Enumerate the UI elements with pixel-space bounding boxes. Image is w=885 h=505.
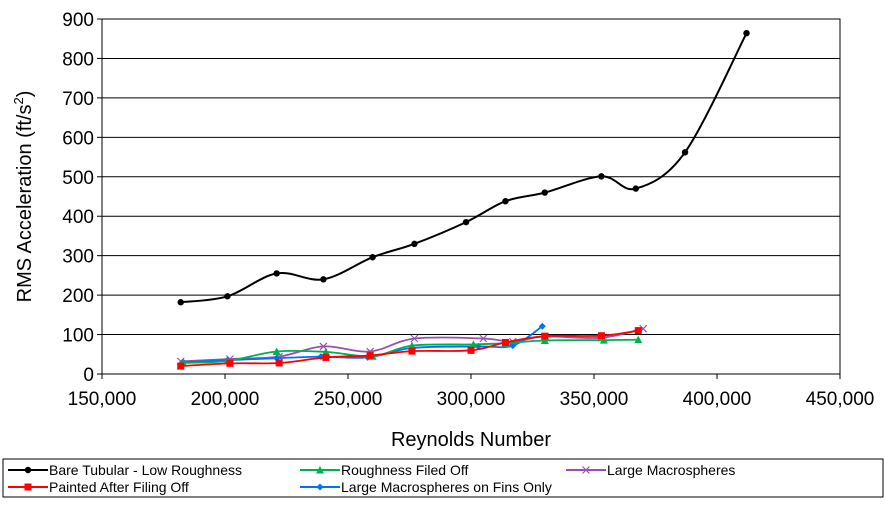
data-point — [599, 336, 608, 344]
data-point — [469, 340, 478, 348]
legend-label: Roughness Filed Off — [341, 462, 468, 478]
data-point — [321, 347, 330, 356]
data-point — [502, 198, 509, 205]
data-point — [541, 332, 549, 340]
data-point — [598, 173, 605, 180]
y-tick-label: 600 — [62, 128, 94, 149]
data-point — [410, 334, 419, 343]
data-point — [509, 342, 517, 350]
data-point — [320, 276, 327, 283]
legend-label: Large Macrospheres — [607, 462, 735, 478]
y-tick-label: 500 — [62, 168, 94, 189]
legend-swatch-marker — [582, 466, 590, 474]
y-tick-label: 900 — [62, 10, 94, 31]
data-point — [634, 335, 643, 344]
data-point — [540, 336, 549, 344]
gridlines — [102, 57, 840, 336]
legend-swatch-marker — [24, 483, 32, 491]
data-point — [177, 362, 185, 370]
data-point — [226, 359, 234, 367]
x-tick-label: 400,000 — [683, 389, 752, 410]
x-tick-label: 200,000 — [191, 389, 260, 410]
legend-item: Roughness Filed Off — [300, 462, 468, 478]
data-point — [407, 341, 416, 350]
plot-area-border — [101, 18, 841, 375]
data-point — [501, 338, 509, 346]
data-point — [467, 346, 475, 354]
x-tick-label: 350,000 — [560, 389, 629, 410]
data-point — [479, 334, 488, 343]
data-point — [273, 270, 280, 277]
data-point — [541, 189, 548, 196]
y-tick-label: 400 — [62, 207, 94, 228]
data-point — [275, 359, 283, 367]
data-point — [681, 149, 689, 156]
legend-swatch-marker — [316, 483, 324, 491]
x-tick-label: 150,000 — [68, 389, 137, 410]
y-tick-label: 200 — [62, 286, 94, 307]
y-tick-label: 300 — [62, 247, 94, 268]
data-point — [743, 30, 750, 37]
data-point — [322, 353, 330, 361]
series-2 — [179, 335, 643, 367]
x-tick-label: 250,000 — [314, 389, 383, 410]
data-point — [411, 240, 418, 248]
data-point — [366, 351, 374, 359]
data-point — [538, 322, 546, 330]
data-point — [272, 347, 281, 356]
legend-label: Bare Tubular - Low Roughness — [49, 462, 242, 478]
legend-item: Large Macrospheres on Fins Only — [300, 479, 552, 495]
axis-ticks: 0 100 200 300 400 500 600 700 800 900 150,000 200,0… — [62, 10, 874, 410]
y-tick-label: 100 — [62, 326, 94, 347]
legend-swatch-marker — [316, 466, 324, 474]
legend: Bare Tubular - Low Roughness Roughness Fi… — [2, 458, 884, 498]
series-line — [180, 32, 748, 304]
legend-item: Bare Tubular - Low Roughness — [8, 462, 242, 478]
legend-item: Painted After Filing Off — [8, 479, 189, 495]
y-tick-label: 700 — [62, 89, 94, 110]
data-point — [177, 299, 184, 306]
legend-item: Large Macrospheres — [566, 462, 735, 478]
legend-swatch-marker — [24, 466, 32, 474]
legend-box — [2, 458, 884, 498]
legend-label: Large Macrospheres on Fins Only — [341, 479, 552, 495]
data-point — [224, 293, 231, 300]
data-point — [369, 254, 376, 261]
data-point — [634, 327, 642, 335]
x-tick-label: 300,000 — [437, 389, 506, 410]
series-0 — [177, 30, 750, 306]
data-point — [597, 332, 605, 340]
y-axis-title: RMS Acceleration (ft/s2) — [11, 91, 36, 303]
data-point — [462, 218, 470, 226]
x-tick-label: 450,000 — [806, 389, 875, 410]
series-1 — [177, 327, 642, 370]
series-layer — [176, 30, 750, 370]
x-axis-title: Reynolds Number — [391, 429, 551, 451]
y-tick-label: 800 — [62, 49, 94, 70]
data-point — [408, 347, 416, 355]
data-point — [632, 185, 640, 192]
y-tick-label: 0 — [83, 365, 94, 386]
legend-label: Painted After Filing Off — [49, 479, 189, 495]
